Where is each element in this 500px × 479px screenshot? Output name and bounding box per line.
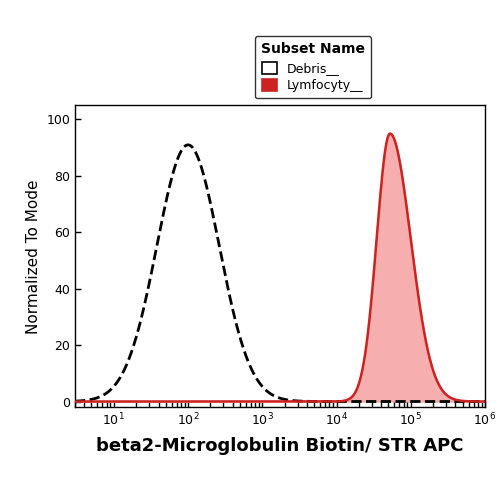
Y-axis label: Normalized To Mode: Normalized To Mode bbox=[26, 179, 40, 333]
X-axis label: beta2-Microglobulin Biotin/ STR APC: beta2-Microglobulin Biotin/ STR APC bbox=[96, 437, 464, 455]
Legend: Debris__, Lymfocyty__: Debris__, Lymfocyty__ bbox=[254, 36, 371, 99]
